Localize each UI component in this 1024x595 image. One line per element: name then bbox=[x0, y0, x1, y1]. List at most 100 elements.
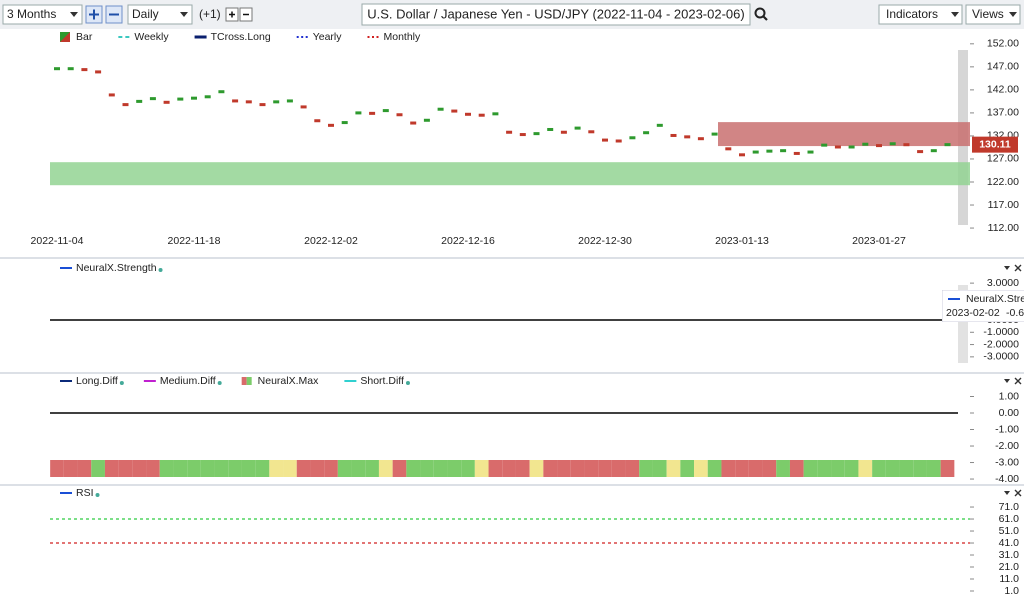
x-tick-label: 2023-01-27 bbox=[852, 235, 906, 247]
x-tick-label: 2022-11-04 bbox=[31, 235, 84, 247]
legend-dot bbox=[405, 381, 410, 385]
indicators-text: Indicators bbox=[886, 7, 938, 21]
price-bar bbox=[602, 138, 608, 142]
y-tick-label: -2.00 bbox=[995, 440, 1019, 452]
panel-close-icon[interactable] bbox=[1014, 264, 1022, 497]
max-strip-cell bbox=[831, 460, 845, 477]
max-strip-cell bbox=[447, 460, 462, 477]
legend-dot bbox=[119, 381, 124, 385]
max-strip-cell bbox=[557, 460, 571, 477]
price-bar bbox=[862, 142, 869, 146]
price-bar bbox=[834, 145, 841, 149]
y-tick-label: 152.00 bbox=[987, 38, 1019, 50]
scroll-strip bbox=[958, 285, 968, 363]
max-strip-cell bbox=[776, 460, 790, 477]
price-bar bbox=[876, 144, 882, 148]
y-tick-label: 127.00 bbox=[987, 153, 1019, 165]
y-tick-label: 31.0 bbox=[999, 549, 1020, 561]
legend-label: Short.Diff bbox=[360, 375, 404, 387]
price-bar bbox=[369, 111, 376, 115]
views-button[interactable] bbox=[965, 4, 1021, 25]
price-bar bbox=[711, 132, 718, 136]
charts: 152.00147.00142.00137.00132.00127.00122.… bbox=[31, 31, 1024, 595]
price-bar bbox=[821, 143, 828, 147]
max-strip-cell bbox=[50, 460, 64, 477]
legend-icon bbox=[241, 377, 247, 385]
price-bar bbox=[560, 130, 567, 134]
price-bar bbox=[122, 103, 129, 107]
search-icon[interactable] bbox=[754, 7, 766, 19]
legend-dot bbox=[95, 493, 100, 497]
price-bar bbox=[341, 121, 348, 125]
price-bar bbox=[629, 136, 636, 140]
period-select[interactable] bbox=[2, 4, 83, 25]
offset-text: (+1) bbox=[199, 7, 221, 21]
x-tick-label: 2022-12-30 bbox=[578, 235, 632, 247]
max-strip-cell bbox=[132, 460, 147, 477]
plus-icon bbox=[229, 11, 235, 18]
price-bar bbox=[793, 151, 800, 155]
max-strip-cell bbox=[310, 460, 325, 477]
y-tick-label: -1.00 bbox=[995, 423, 1019, 435]
price-bar bbox=[273, 100, 280, 104]
max-strip-cell bbox=[283, 460, 297, 477]
y-tick-label: 41.0 bbox=[999, 537, 1020, 549]
max-strip-cell bbox=[228, 460, 242, 477]
dropdown-arrow bbox=[1009, 12, 1017, 17]
max-strip-cell bbox=[502, 460, 516, 477]
panel-menu-icon[interactable] bbox=[1004, 266, 1010, 495]
y-tick-label: 1.00 bbox=[999, 390, 1020, 402]
price-bar bbox=[437, 107, 444, 111]
tooltip-date: 2023-02-02 bbox=[946, 307, 1000, 319]
max-strip-cell bbox=[926, 460, 941, 477]
price-bar bbox=[643, 131, 650, 135]
max-strip-cell bbox=[187, 460, 201, 477]
indicators-button[interactable] bbox=[878, 4, 963, 25]
legend-label: NeuralX.Strength bbox=[76, 262, 157, 274]
max-strip-cell bbox=[584, 460, 599, 477]
price-bar bbox=[903, 143, 910, 147]
y-tick-label: 0.00 bbox=[999, 407, 1020, 419]
legend-label: RSI bbox=[76, 487, 94, 499]
y-tick-label: 117.00 bbox=[988, 199, 1019, 211]
max-strip-cell bbox=[63, 460, 78, 477]
y-tick-label: -2.0000 bbox=[983, 338, 1019, 350]
price-bar bbox=[108, 93, 115, 97]
max-strip-cell bbox=[858, 460, 873, 477]
max-strip-cell bbox=[625, 460, 640, 477]
price-bar bbox=[615, 139, 622, 143]
max-strip-cell bbox=[899, 460, 914, 477]
max-strip-cell bbox=[543, 460, 558, 477]
price-bar bbox=[889, 142, 896, 146]
price-bar bbox=[848, 145, 855, 149]
price-bar bbox=[245, 100, 252, 104]
y-tick-label: 147.00 bbox=[987, 61, 1019, 73]
max-strip-cell bbox=[707, 460, 722, 477]
y-tick-label: 112.00 bbox=[988, 222, 1019, 234]
max-strip-cell bbox=[296, 460, 311, 477]
y-tick-label: 51.0 bbox=[999, 525, 1020, 537]
max-strip-cell bbox=[91, 460, 105, 477]
price-bar bbox=[807, 150, 814, 154]
price-bar bbox=[149, 97, 156, 101]
max-strip-cell bbox=[913, 460, 927, 477]
max-strip-cell bbox=[611, 460, 626, 477]
interval-text: Daily bbox=[132, 7, 159, 21]
interval-select[interactable] bbox=[127, 4, 193, 25]
dropdown-arrow bbox=[180, 12, 188, 17]
price-bar bbox=[67, 67, 74, 71]
max-strip-cell bbox=[474, 460, 489, 477]
legend-label: Weekly bbox=[134, 31, 169, 43]
dropdown-arrow bbox=[951, 12, 959, 17]
toolbar: 3 Months Daily (+1) U.S. Dollar / Japane… bbox=[0, 0, 1024, 29]
price-bar bbox=[478, 113, 485, 117]
price-bar bbox=[519, 133, 526, 137]
price-bar bbox=[328, 123, 334, 127]
price-bar bbox=[766, 149, 773, 153]
legend-icon bbox=[246, 377, 252, 385]
max-strip-cell bbox=[146, 460, 160, 477]
price-tag-label: 130.11 bbox=[979, 138, 1011, 150]
max-strip-cell bbox=[885, 460, 900, 477]
max-strip-cell bbox=[844, 460, 859, 477]
